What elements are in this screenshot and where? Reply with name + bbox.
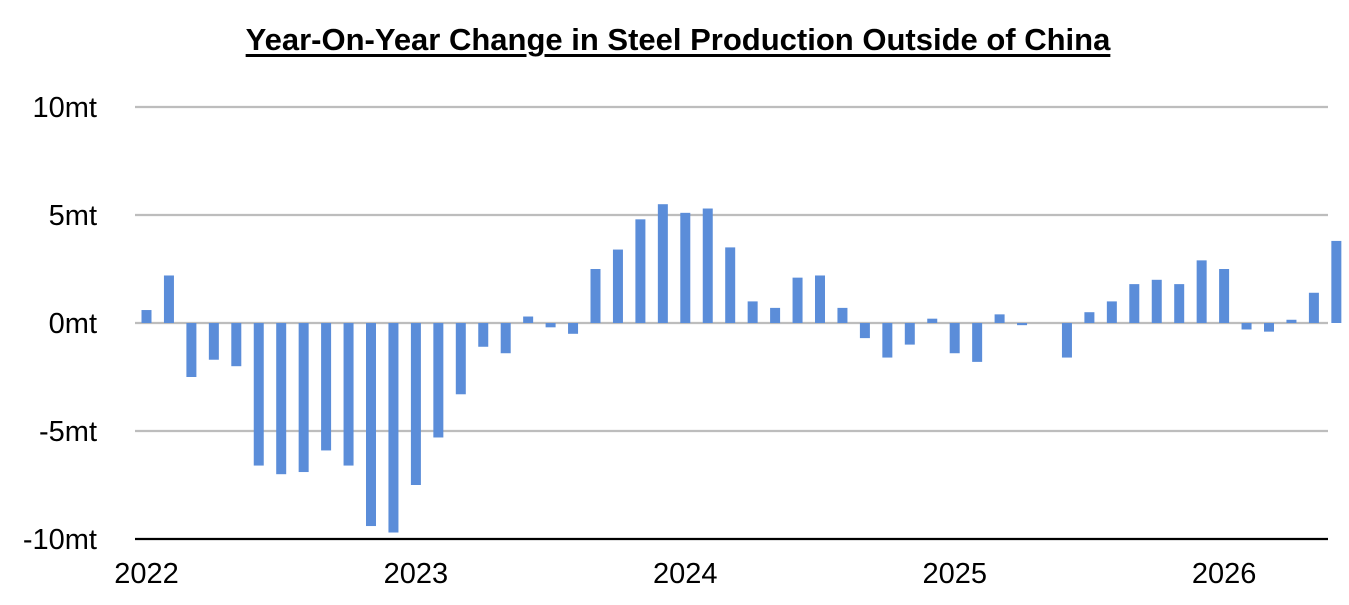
- bar-30: [815, 275, 825, 323]
- bar-49: [1241, 323, 1252, 330]
- bar-37: [972, 323, 983, 362]
- bar-43: [1106, 301, 1117, 323]
- bar-14: [455, 323, 466, 395]
- y-tick-label-3: -5mt: [39, 416, 97, 448]
- y-tick-labels: 10mt 5mt 0mt -5mt -10mt: [23, 92, 97, 556]
- bar-19: [568, 323, 579, 334]
- y-tick-label-0: 10mt: [33, 92, 97, 124]
- bar-42: [1084, 312, 1095, 323]
- bar-7: [298, 323, 309, 473]
- bar-31: [837, 307, 848, 323]
- bar-45: [1151, 279, 1162, 323]
- bars: [141, 204, 1342, 533]
- bar-52: [1308, 292, 1319, 323]
- bar-11: [388, 323, 399, 533]
- bar-8: [321, 323, 332, 451]
- bar-17: [523, 316, 534, 323]
- bar-29: [792, 277, 803, 323]
- bar-20: [590, 269, 601, 323]
- bar-48: [1219, 269, 1230, 323]
- bar-13: [433, 323, 444, 438]
- bar-35: [927, 318, 938, 323]
- bar-24: [680, 212, 691, 323]
- bar-38: [994, 314, 1005, 323]
- x-tick-label-2: 2024: [653, 558, 718, 590]
- bar-15: [478, 323, 489, 347]
- bar-34: [904, 323, 915, 345]
- bar-12: [410, 323, 421, 485]
- x-tick-label-0: 2022: [114, 558, 179, 590]
- bar-0: [141, 310, 152, 323]
- x-tick-label-3: 2025: [922, 558, 987, 590]
- bar-33: [882, 323, 893, 358]
- x-tick-label-4: 2026: [1192, 558, 1257, 590]
- bar-39: [1017, 323, 1028, 326]
- bar-32: [859, 323, 870, 339]
- bar-2: [186, 323, 197, 377]
- bar-50: [1264, 323, 1274, 332]
- y-tick-label-1: 5mt: [49, 200, 97, 232]
- bar-4: [231, 323, 242, 367]
- bar-5: [253, 323, 264, 466]
- bar-18: [545, 323, 556, 328]
- bar-25: [702, 208, 713, 323]
- bar-47: [1196, 260, 1207, 323]
- bar-21: [612, 249, 623, 323]
- bar-26: [725, 247, 736, 323]
- x-tick-labels: 2022 2023 2024 2025 2026: [114, 558, 1256, 590]
- x-tick-label-1: 2023: [384, 558, 449, 590]
- bar-53: [1331, 240, 1342, 323]
- bar-3: [208, 323, 219, 360]
- bar-23: [657, 204, 668, 323]
- bar-16: [500, 323, 511, 354]
- bar-22: [635, 219, 646, 323]
- bar-28: [770, 307, 781, 323]
- bar-41: [1061, 323, 1072, 358]
- y-tick-label-4: -10mt: [23, 524, 97, 556]
- chart-title: Year-On-Year Change in Steel Production …: [245, 22, 1111, 57]
- bar-51: [1286, 319, 1297, 323]
- bar-6: [276, 323, 287, 475]
- bar-10: [366, 323, 376, 527]
- bar-9: [343, 323, 354, 466]
- bar-1: [163, 275, 174, 323]
- bar-27: [747, 301, 758, 323]
- y-tick-label-2: 0mt: [49, 308, 97, 340]
- bar-36: [949, 323, 960, 354]
- bar-46: [1174, 284, 1185, 323]
- bar-44: [1129, 284, 1140, 323]
